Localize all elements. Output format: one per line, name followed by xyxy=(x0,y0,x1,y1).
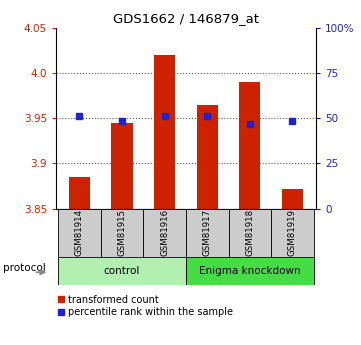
Bar xyxy=(186,257,314,285)
Bar xyxy=(239,82,261,209)
Bar xyxy=(282,189,303,209)
Bar xyxy=(101,209,143,257)
Bar xyxy=(143,209,186,257)
Bar xyxy=(154,55,175,209)
Text: GSM81914: GSM81914 xyxy=(75,209,84,256)
Text: GSM81917: GSM81917 xyxy=(203,209,212,256)
Bar xyxy=(229,209,271,257)
Bar xyxy=(69,177,90,209)
Text: GSM81918: GSM81918 xyxy=(245,209,255,256)
Bar xyxy=(111,123,132,209)
Text: control: control xyxy=(104,266,140,276)
Bar xyxy=(58,257,186,285)
Text: GSM81915: GSM81915 xyxy=(117,209,126,256)
Legend: transformed count, percentile rank within the sample: transformed count, percentile rank withi… xyxy=(57,295,233,317)
Bar xyxy=(186,209,229,257)
Bar xyxy=(197,105,218,209)
Text: GSM81919: GSM81919 xyxy=(288,209,297,256)
Text: GSM81916: GSM81916 xyxy=(160,209,169,256)
Bar xyxy=(58,209,101,257)
Bar xyxy=(271,209,314,257)
Title: GDS1662 / 146879_at: GDS1662 / 146879_at xyxy=(113,12,259,25)
Text: Enigma knockdown: Enigma knockdown xyxy=(199,266,301,276)
Text: protocol: protocol xyxy=(3,263,45,273)
